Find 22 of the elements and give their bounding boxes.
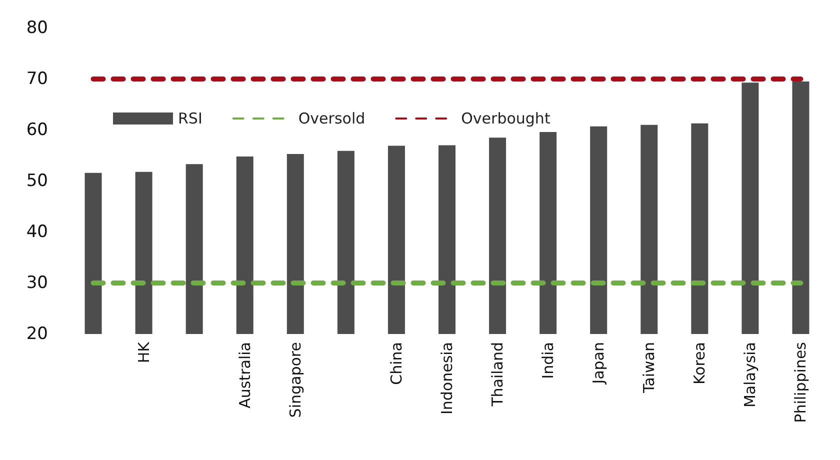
y-tick-label: 50 (26, 171, 48, 191)
legend-label: Oversold (298, 110, 366, 128)
x-tick-label: Korea (690, 342, 709, 385)
x-tick-label: China (387, 342, 406, 385)
y-tick-label: 40 (26, 222, 48, 242)
x-tick-label: Singapore (286, 342, 304, 418)
y-tick-label: 80 (26, 18, 48, 38)
x-tick-label: Thailand (488, 342, 507, 408)
legend-label: RSI (178, 110, 202, 128)
x-tick-label: Australia (236, 342, 254, 408)
x-tick-label: India (539, 342, 558, 379)
y-tick-label: 30 (26, 273, 48, 293)
x-tick-label: HK (134, 340, 153, 364)
x-tick-label: Indonesia (438, 342, 456, 415)
x-tick-label: Taiwan (640, 342, 658, 394)
legend-label: Overbought (461, 110, 550, 128)
x-tick-label: Japan (590, 342, 608, 385)
y-tick-label: 70 (26, 69, 48, 89)
y-tick-label: 60 (26, 120, 48, 140)
x-tick-label: Philippines (792, 342, 810, 423)
y-tick-label: 20 (26, 324, 48, 344)
x-tick-label: Malaysia (741, 342, 760, 408)
